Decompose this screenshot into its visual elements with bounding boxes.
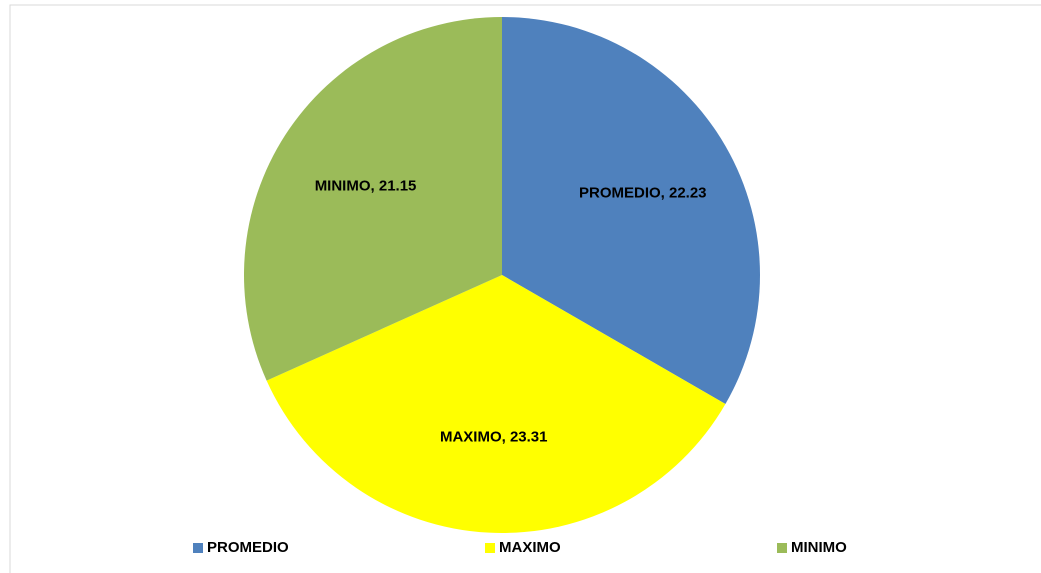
pie-slice xyxy=(266,275,726,533)
legend-label: MINIMO xyxy=(791,539,847,556)
legend-marker xyxy=(777,543,787,553)
legend-marker xyxy=(193,543,203,553)
legend-label: MAXIMO xyxy=(499,539,561,556)
pie-slice xyxy=(243,17,502,381)
data-label: PROMEDIO, 22.23 xyxy=(579,185,707,202)
legend-label: PROMEDIO xyxy=(207,539,289,556)
legend-marker xyxy=(485,543,495,553)
pie-slice xyxy=(502,17,760,404)
data-label: MINIMO, 21.15 xyxy=(315,178,417,195)
data-label: MAXIMO, 23.31 xyxy=(440,428,548,445)
